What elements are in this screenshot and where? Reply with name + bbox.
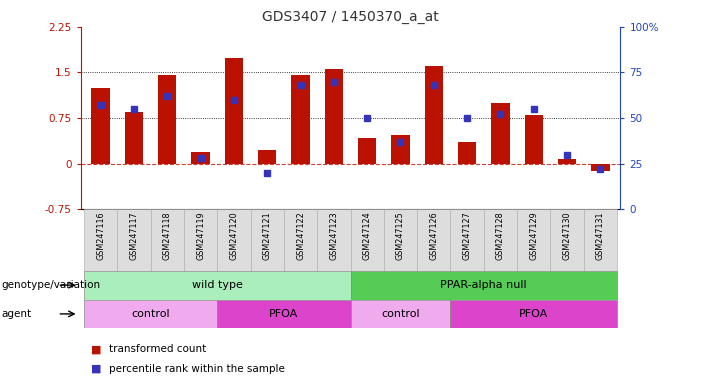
- Bar: [384, 209, 417, 271]
- Bar: [84, 209, 117, 271]
- Text: GSM247126: GSM247126: [429, 211, 438, 260]
- Bar: [451, 209, 484, 271]
- Text: GSM247118: GSM247118: [163, 211, 172, 260]
- Bar: [584, 209, 617, 271]
- Bar: [258, 150, 276, 164]
- Text: transformed count: transformed count: [109, 344, 206, 354]
- Text: GSM247122: GSM247122: [296, 211, 305, 260]
- Text: PPAR-alpha null: PPAR-alpha null: [440, 280, 527, 290]
- Text: genotype/variation: genotype/variation: [1, 280, 100, 290]
- Bar: [517, 209, 550, 271]
- Bar: [350, 300, 451, 328]
- Bar: [125, 112, 143, 164]
- Bar: [425, 66, 443, 164]
- Bar: [225, 58, 243, 164]
- Text: GSM247129: GSM247129: [529, 211, 538, 260]
- Text: GSM247123: GSM247123: [329, 211, 339, 260]
- Text: percentile rank within the sample: percentile rank within the sample: [109, 364, 285, 374]
- Bar: [558, 159, 576, 164]
- Bar: [217, 209, 250, 271]
- Text: agent: agent: [1, 309, 32, 319]
- Bar: [591, 164, 610, 171]
- Text: GSM247127: GSM247127: [463, 211, 472, 260]
- Text: GSM247131: GSM247131: [596, 211, 605, 260]
- Bar: [158, 75, 177, 164]
- Text: GDS3407 / 1450370_a_at: GDS3407 / 1450370_a_at: [262, 10, 439, 23]
- Bar: [358, 138, 376, 164]
- Bar: [451, 300, 617, 328]
- Bar: [491, 103, 510, 164]
- Text: GSM247124: GSM247124: [362, 211, 372, 260]
- Text: GSM247128: GSM247128: [496, 211, 505, 260]
- Text: ■: ■: [91, 364, 102, 374]
- Bar: [391, 135, 409, 164]
- Text: control: control: [381, 309, 420, 319]
- Bar: [191, 152, 210, 164]
- Bar: [217, 300, 350, 328]
- Bar: [417, 209, 451, 271]
- Bar: [84, 271, 350, 300]
- Text: wild type: wild type: [192, 280, 243, 290]
- Bar: [484, 209, 517, 271]
- Bar: [151, 209, 184, 271]
- Text: GSM247119: GSM247119: [196, 211, 205, 260]
- Bar: [350, 209, 384, 271]
- Bar: [284, 209, 317, 271]
- Text: GSM247125: GSM247125: [396, 211, 405, 260]
- Bar: [91, 88, 110, 164]
- Text: GSM247130: GSM247130: [563, 211, 571, 260]
- Bar: [458, 142, 476, 164]
- Bar: [350, 271, 617, 300]
- Bar: [250, 209, 284, 271]
- Bar: [117, 209, 151, 271]
- Text: control: control: [131, 309, 170, 319]
- Bar: [317, 209, 350, 271]
- Bar: [292, 75, 310, 164]
- Text: GSM247116: GSM247116: [96, 211, 105, 260]
- Text: GSM247120: GSM247120: [229, 211, 238, 260]
- Bar: [524, 115, 543, 164]
- Text: PFOA: PFOA: [269, 309, 299, 319]
- Bar: [325, 70, 343, 164]
- Text: PFOA: PFOA: [519, 309, 548, 319]
- Bar: [84, 300, 217, 328]
- Bar: [550, 209, 584, 271]
- Text: GSM247117: GSM247117: [130, 211, 138, 260]
- Text: ■: ■: [91, 344, 102, 354]
- Text: GSM247121: GSM247121: [263, 211, 272, 260]
- Bar: [184, 209, 217, 271]
